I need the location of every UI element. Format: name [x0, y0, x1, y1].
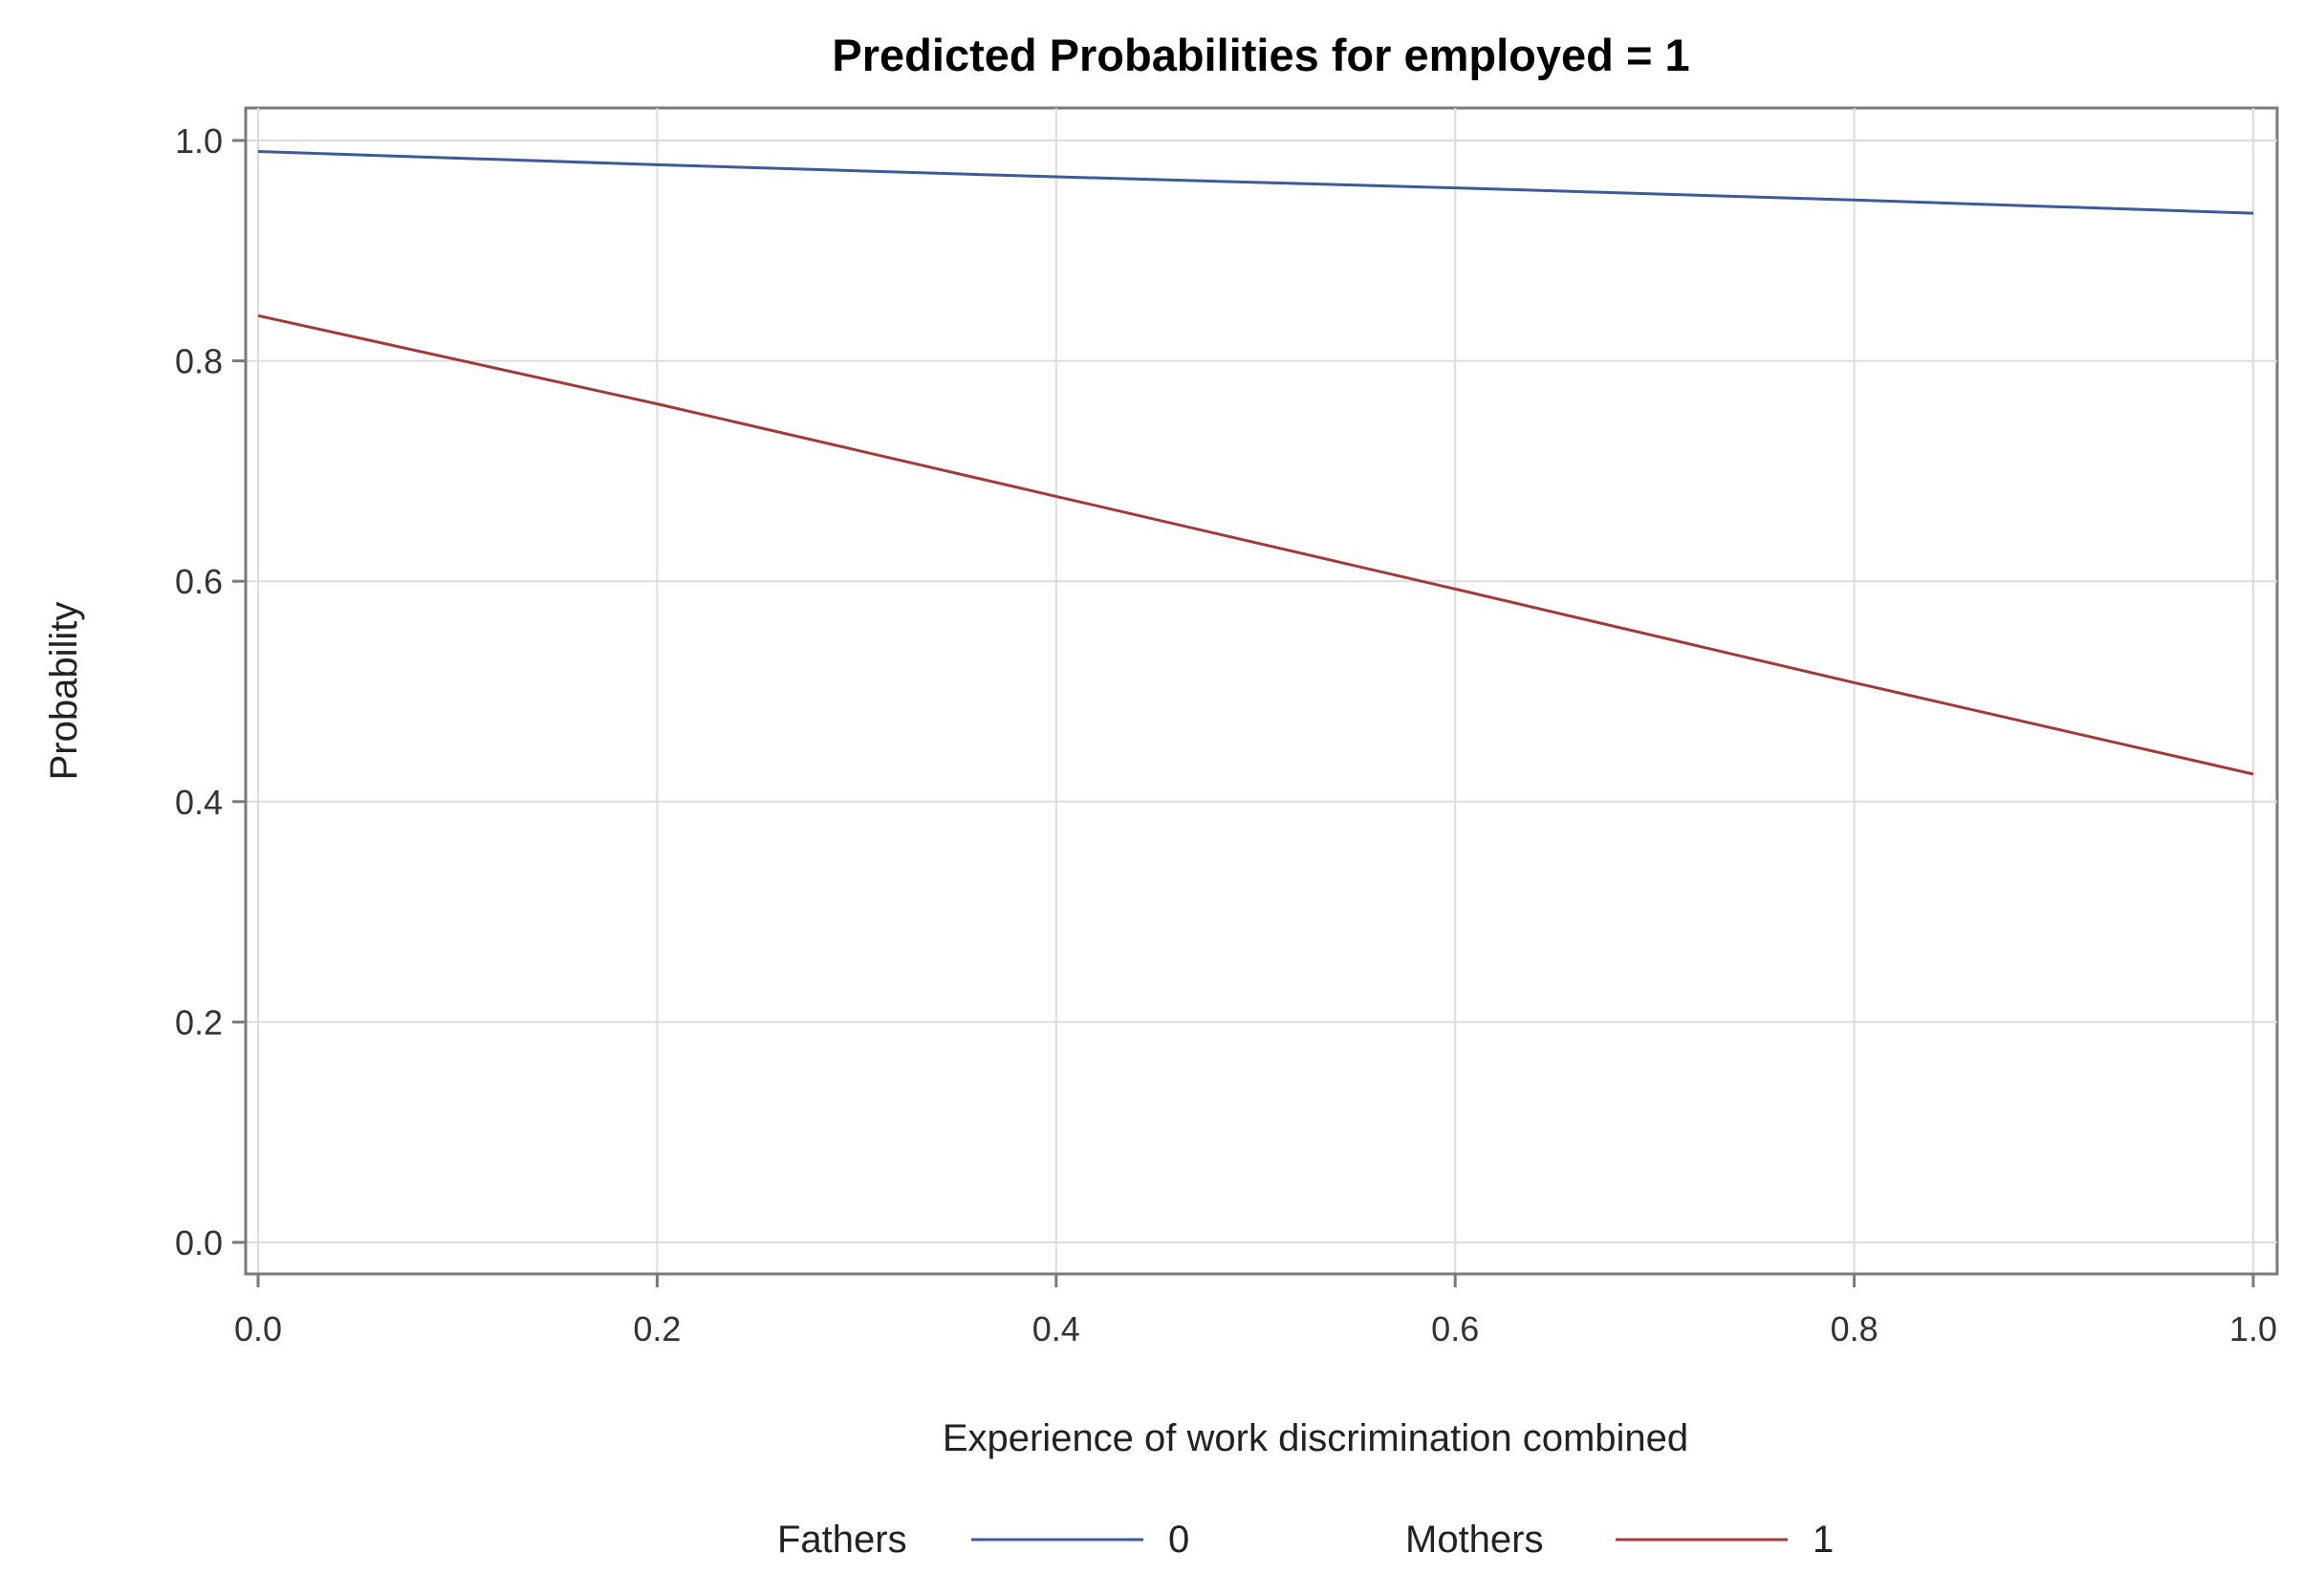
series-layer	[257, 150, 2254, 776]
legend-item-0: Fathers 0	[777, 1519, 1189, 1561]
x-tick-label: 0.4	[1032, 1309, 1080, 1348]
legend-series-name: 1	[1813, 1519, 1834, 1561]
x-tick-label: 0.6	[1431, 1309, 1479, 1348]
y-tick-label: 1.0	[175, 121, 223, 161]
y-tick-label: 0.8	[175, 342, 223, 381]
x-tick-label: 0.8	[1831, 1309, 1879, 1348]
legend: Fathers 0 Mothers 1	[777, 1519, 1834, 1561]
y-tick-label: 0.6	[175, 562, 223, 601]
x-tick-label: 1.0	[2229, 1309, 2277, 1348]
y-tick-label: 0.0	[175, 1223, 223, 1262]
grid	[246, 108, 2277, 1274]
legend-item-1: Mothers 1	[1405, 1519, 1834, 1561]
x-axis-label: Experience of work discrimination combin…	[943, 1417, 1688, 1459]
legend-series-name: 0	[1168, 1519, 1189, 1561]
y-tick-label: 0.2	[175, 1003, 223, 1042]
legend-group-label: Fathers	[777, 1519, 907, 1561]
x-tick-label: 0.0	[234, 1309, 282, 1348]
y-axis-label: Probability	[43, 602, 85, 781]
series-line-1	[257, 313, 2254, 776]
y-axis: 0.0 0.2 0.4 0.6 0.8 1.0	[175, 108, 248, 1274]
x-axis: 0.0 0.2 0.4 0.6 0.8 1.0	[234, 1272, 2277, 1348]
chart-title: Predicted Probabilities for employed = 1	[832, 30, 1689, 80]
legend-group-label: Mothers	[1405, 1519, 1544, 1561]
x-tick-label: 0.2	[633, 1309, 681, 1348]
series-line-0	[257, 150, 2254, 215]
y-tick-label: 0.4	[175, 783, 223, 822]
